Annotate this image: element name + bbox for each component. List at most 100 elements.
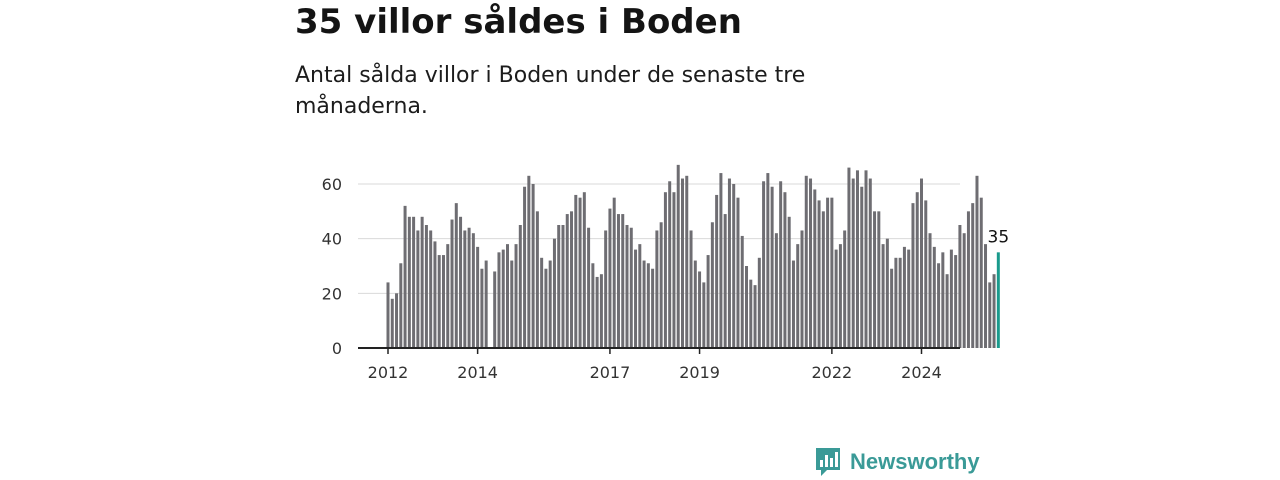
bar — [523, 186, 527, 348]
bar — [843, 230, 847, 348]
bar — [510, 260, 514, 348]
bar — [424, 225, 428, 348]
bar — [484, 260, 488, 348]
bar — [860, 186, 864, 348]
bar — [591, 263, 595, 348]
bar — [749, 279, 753, 348]
bar — [663, 192, 667, 348]
bar — [813, 189, 817, 348]
bar — [796, 244, 800, 348]
bar — [441, 255, 445, 348]
y-tick-label: 20 — [322, 284, 342, 303]
bar — [476, 246, 480, 348]
bar — [390, 298, 394, 348]
bar — [604, 230, 608, 348]
bar — [595, 276, 599, 348]
bar — [975, 175, 979, 348]
bar — [945, 274, 949, 348]
bar — [868, 178, 872, 348]
bar — [894, 257, 898, 348]
y-tick-label: 0 — [332, 339, 342, 358]
bar — [578, 197, 582, 348]
bar — [791, 260, 795, 348]
bar — [446, 244, 450, 348]
bar — [902, 246, 906, 348]
bar — [740, 235, 744, 348]
grid-lines — [358, 183, 960, 294]
x-tick-label: 2022 — [812, 363, 853, 382]
bar — [638, 244, 642, 348]
bar — [574, 194, 578, 348]
bar — [454, 203, 458, 348]
bar — [412, 216, 416, 348]
bar — [531, 184, 535, 348]
bar — [984, 244, 988, 348]
bar — [826, 197, 830, 348]
bar — [800, 230, 804, 348]
bar — [727, 178, 731, 348]
bar — [873, 211, 877, 348]
bar — [949, 249, 953, 348]
bar-series — [386, 164, 1000, 348]
bar — [565, 214, 569, 348]
bar — [753, 285, 757, 348]
bar — [907, 249, 911, 348]
bar — [433, 241, 437, 348]
bar — [395, 293, 399, 348]
brand-name: Newsworthy — [850, 449, 980, 474]
bar — [954, 255, 958, 348]
bar — [680, 178, 684, 348]
bar — [817, 200, 821, 348]
bar — [941, 252, 945, 348]
bar — [693, 260, 697, 348]
bar — [518, 225, 522, 348]
bar — [399, 263, 403, 348]
bar — [646, 263, 650, 348]
bar — [723, 214, 727, 348]
bar-highlight — [996, 252, 1000, 348]
bar — [979, 197, 983, 348]
bar — [676, 164, 680, 348]
bar — [698, 271, 702, 348]
bar — [745, 266, 749, 348]
bar — [715, 194, 719, 348]
bar — [659, 222, 663, 348]
bar — [992, 274, 996, 348]
bar — [924, 200, 928, 348]
bar — [668, 181, 672, 348]
bar — [732, 184, 736, 348]
bar — [971, 203, 975, 348]
bar — [480, 268, 484, 348]
bar — [762, 181, 766, 348]
bar — [851, 178, 855, 348]
bar — [736, 197, 740, 348]
bar — [702, 282, 706, 348]
bar — [898, 257, 902, 348]
bar — [548, 260, 552, 348]
bar — [719, 173, 723, 348]
bar — [783, 192, 787, 348]
bar — [847, 167, 851, 348]
bar — [527, 175, 531, 348]
x-tick-label: 2017 — [590, 363, 631, 382]
bar — [864, 170, 868, 348]
bar — [629, 227, 633, 348]
bar-chart-speech-bubble-icon — [816, 448, 840, 476]
bar — [809, 178, 813, 348]
newsworthy-logo[interactable]: Newsworthy — [814, 446, 980, 478]
bar — [625, 225, 629, 348]
y-tick-label: 40 — [322, 230, 342, 249]
bar — [608, 208, 612, 348]
bar — [787, 216, 791, 348]
bar — [937, 263, 941, 348]
bar — [757, 257, 761, 348]
bar — [770, 186, 774, 348]
bar — [655, 230, 659, 348]
x-tick-label: 2014 — [457, 363, 498, 382]
bar — [450, 219, 454, 348]
bar — [779, 181, 783, 348]
bar — [407, 216, 411, 348]
bar — [582, 192, 586, 348]
bar — [497, 252, 501, 348]
